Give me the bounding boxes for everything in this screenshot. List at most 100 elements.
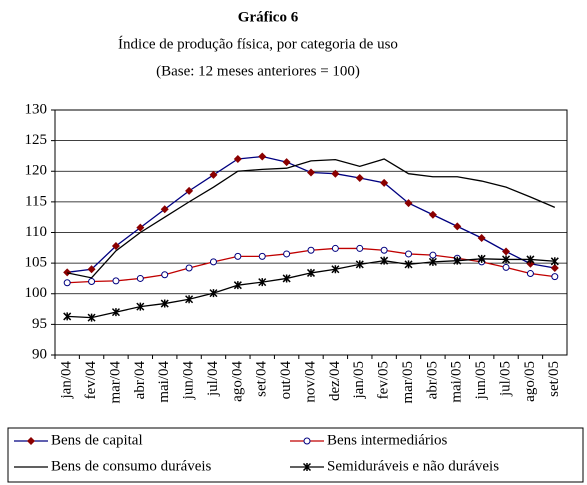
data-point — [428, 257, 437, 266]
data-point — [550, 264, 559, 273]
y-tick-label: 105 — [25, 255, 48, 271]
x-tick-label: set/05 — [546, 361, 562, 397]
data-point — [356, 244, 364, 252]
data-point — [550, 257, 559, 266]
data-point — [526, 255, 535, 264]
y-tick-label: 120 — [25, 163, 48, 179]
data-point — [88, 278, 96, 285]
x-tick-label: nov/04 — [302, 361, 318, 403]
x-tick-label: mai/04 — [156, 361, 172, 403]
legend-marker — [302, 462, 312, 472]
data-point — [136, 223, 145, 232]
data-point — [477, 254, 486, 263]
data-point — [185, 264, 193, 272]
legend-marker — [27, 437, 35, 445]
x-tick-label: ago/04 — [229, 361, 245, 402]
data-point — [111, 308, 120, 317]
x-tick-label: set/04 — [254, 361, 270, 397]
data-point — [526, 270, 534, 278]
data-point — [136, 274, 144, 282]
data-point — [355, 173, 364, 182]
y-tick-label: 100 — [25, 285, 48, 301]
x-tick-label: jan/05 — [351, 361, 367, 400]
data-point — [258, 278, 267, 287]
data-point — [502, 255, 511, 264]
legend-label: Bens intermediários — [327, 432, 448, 448]
data-point — [477, 234, 486, 243]
legend-box — [7, 427, 584, 483]
legend-label: Semiduráveis e não duráveis — [327, 458, 499, 474]
data-point — [429, 251, 437, 259]
data-point — [160, 205, 169, 214]
data-point — [161, 271, 169, 279]
data-point — [355, 260, 364, 269]
data-point — [233, 281, 242, 290]
x-tick-label: jul/05 — [497, 361, 513, 397]
data-point — [112, 277, 120, 285]
y-tick-label: 95 — [32, 316, 47, 332]
data-point — [307, 168, 315, 177]
x-tick-label: abr/05 — [424, 361, 440, 399]
data-point — [136, 302, 145, 311]
data-point — [331, 265, 340, 274]
data-point — [453, 222, 462, 231]
data-point — [282, 158, 291, 167]
x-tick-label: dez/04 — [327, 361, 343, 401]
legend-label: Bens de capital — [51, 432, 143, 448]
data-point — [380, 246, 388, 254]
data-point — [185, 295, 194, 304]
x-tick-label: ago/05 — [522, 361, 538, 402]
x-tick-label: out/04 — [278, 361, 294, 400]
x-tick-label: fev/05 — [376, 361, 392, 399]
data-point — [63, 268, 72, 277]
data-point — [551, 273, 559, 281]
y-tick-label: 90 — [32, 346, 47, 362]
data-point — [380, 178, 389, 187]
data-point — [209, 258, 217, 266]
x-tick-label: jul/04 — [205, 361, 221, 398]
data-point — [331, 244, 339, 252]
data-point — [258, 252, 266, 260]
x-tick-label: mar/05 — [400, 361, 416, 404]
data-point — [63, 312, 72, 321]
x-tick-label: mar/04 — [107, 361, 123, 404]
data-point — [306, 268, 316, 277]
legend-marker — [303, 437, 311, 445]
data-point — [283, 250, 291, 258]
chart-title: Gráfico 6 — [238, 9, 299, 25]
data-point — [233, 155, 242, 163]
data-point — [160, 299, 169, 308]
legend-label: Bens de consumo duráveis — [51, 458, 212, 474]
data-point — [404, 199, 413, 208]
data-point — [87, 313, 96, 322]
data-point — [209, 170, 218, 179]
data-point — [404, 260, 413, 269]
y-tick-label: 110 — [25, 224, 47, 240]
data-point — [331, 169, 340, 178]
x-tick-label: jan/04 — [59, 361, 75, 400]
chart-subtitle: Índice de produção física, por categoria… — [118, 35, 398, 52]
data-point — [380, 256, 389, 265]
data-point — [185, 186, 194, 195]
data-point — [234, 252, 242, 260]
series-line — [67, 158, 556, 279]
x-tick-label: jun/04 — [181, 361, 197, 401]
x-tick-label: jun/05 — [473, 361, 489, 400]
data-point — [502, 247, 511, 256]
data-point — [405, 250, 413, 258]
data-point — [307, 246, 315, 254]
chart-subtitle: (Base: 12 meses anteriores = 100) — [156, 63, 360, 79]
x-tick-label: abr/04 — [132, 361, 148, 400]
y-tick-label: 125 — [25, 132, 48, 148]
data-point — [111, 241, 120, 250]
data-point — [428, 210, 437, 219]
x-tick-label: mai/05 — [449, 361, 465, 403]
plot-border — [54, 109, 568, 356]
y-tick-label: 115 — [25, 193, 47, 209]
y-tick-label: 130 — [25, 101, 48, 117]
data-point — [87, 265, 96, 274]
data-point — [258, 152, 267, 161]
data-point — [63, 279, 71, 287]
